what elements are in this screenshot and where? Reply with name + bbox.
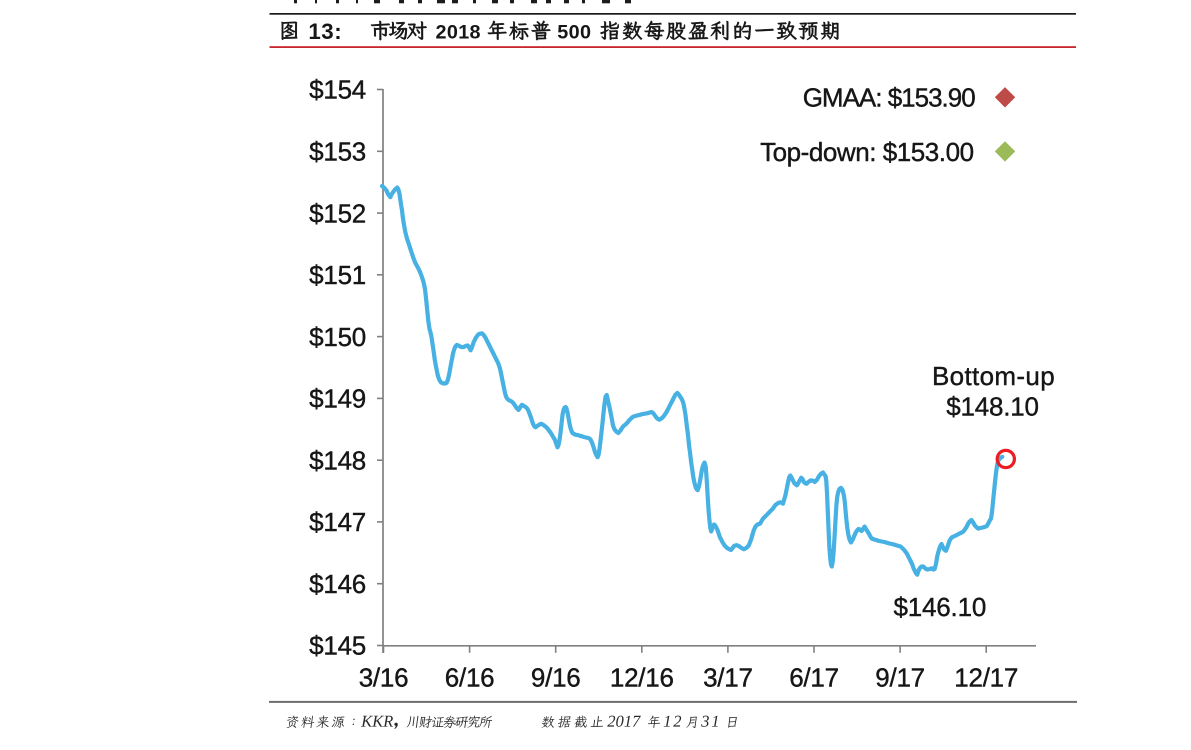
- svg-text:$153: $153: [309, 137, 366, 167]
- svg-text:$152: $152: [309, 198, 366, 228]
- svg-text:3/16: 3/16: [359, 663, 409, 693]
- svg-text:$146.10: $146.10: [894, 592, 987, 622]
- svg-text:9/16: 9/16: [531, 663, 581, 693]
- svg-text:9/17: 9/17: [875, 663, 925, 693]
- svg-text:3/17: 3/17: [703, 663, 753, 693]
- svg-text:6/17: 6/17: [789, 663, 839, 693]
- svg-text:12/17: 12/17: [954, 663, 1018, 693]
- svg-text:13: 13: [308, 19, 334, 44]
- svg-text:$148: $148: [309, 445, 366, 475]
- svg-text:$148.10: $148.10: [946, 391, 1039, 421]
- svg-text:$151: $151: [309, 260, 366, 290]
- svg-text:12/16: 12/16: [610, 663, 674, 693]
- svg-text:$149: $149: [309, 384, 366, 414]
- svg-text:Bottom-up: Bottom-up: [932, 361, 1055, 391]
- svg-text:$147: $147: [309, 507, 366, 537]
- svg-text:$145: $145: [309, 631, 366, 661]
- svg-text:Top-down: $153.00: Top-down: $153.00: [760, 137, 974, 167]
- svg-text:GMAA: $153.90: GMAA: $153.90: [803, 82, 976, 112]
- svg-text:$154: $154: [309, 75, 366, 105]
- svg-text:6/16: 6/16: [445, 663, 495, 693]
- svg-text:$150: $150: [309, 322, 366, 352]
- svg-text:500: 500: [557, 22, 591, 44]
- svg-text:$146: $146: [309, 569, 366, 599]
- svg-text:2018: 2018: [436, 22, 481, 44]
- svg-text::: :: [334, 19, 341, 44]
